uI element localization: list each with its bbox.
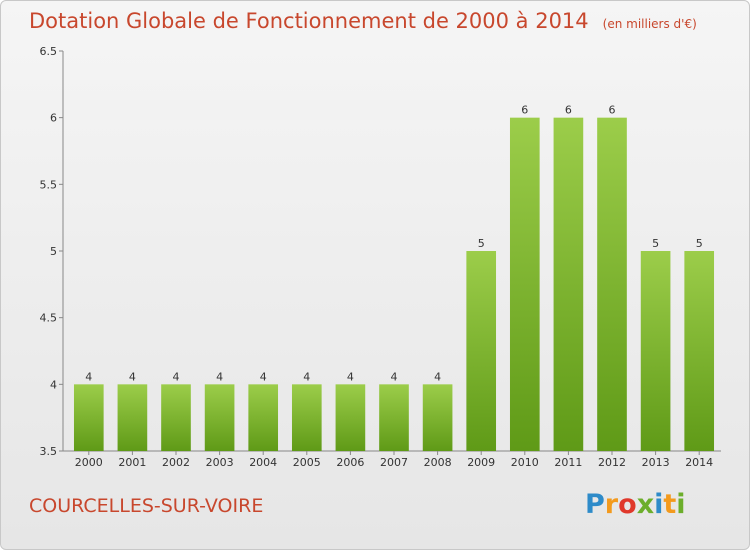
bar [379, 384, 409, 451]
bar-value-label: 4 [216, 370, 223, 383]
proxiti-logo[interactable]: Proxiti [585, 489, 686, 520]
x-tick-label: 2005 [293, 456, 321, 469]
x-tick-label: 2000 [75, 456, 103, 469]
x-tick-label: 2008 [424, 456, 452, 469]
commune-name: COURCELLES-SUR-VOIRE [29, 495, 264, 517]
logo-letter: i [654, 489, 664, 520]
logo-letter: o [618, 489, 637, 520]
x-tick-label: 2003 [206, 456, 234, 469]
y-tick-label: 4 [50, 378, 57, 391]
y-tick-label: 6 [50, 112, 57, 125]
bar [422, 384, 453, 451]
bar [117, 384, 148, 451]
logo-letter: t [663, 489, 677, 520]
logo-letter: P [585, 489, 605, 520]
bar [335, 384, 366, 451]
x-tick-label: 2007 [380, 456, 408, 469]
chart-bars: 4 4 4 4 4 4 4 4 4 5 6 6 6 5 5 [73, 104, 715, 452]
bar [509, 117, 540, 452]
bar [291, 384, 322, 451]
bar-value-label: 4 [173, 370, 180, 383]
bar-value-label: 4 [434, 370, 441, 383]
y-tick-label: 6.5 [40, 45, 58, 58]
chart-title: Dotation Globale de Fonctionnement de 20… [29, 9, 697, 33]
bar [161, 384, 191, 451]
bar-value-label: 6 [609, 104, 616, 117]
y-tick-label: 5 [50, 245, 57, 258]
x-tick-label: 2010 [511, 456, 539, 469]
x-tick-label: 2013 [642, 456, 670, 469]
y-tick-label: 3.5 [40, 445, 58, 458]
bar-value-label: 6 [521, 104, 528, 117]
y-tick-label: 4.5 [40, 312, 58, 325]
bar [640, 251, 671, 451]
bar [553, 117, 584, 452]
bar-value-label: 4 [303, 370, 310, 383]
chart-axes: 3.5 4 4.5 5 5.5 6 6.5 2000 2001 2002 2003 2004 2005 2… [40, 45, 721, 469]
y-tick-label: 5.5 [40, 178, 58, 191]
bar-value-label: 5 [652, 237, 659, 250]
logo-letter: x [636, 489, 655, 520]
bar-value-label: 4 [347, 370, 354, 383]
bar-value-label: 5 [478, 237, 485, 250]
bar [248, 384, 279, 451]
bar [684, 251, 715, 451]
bar [204, 384, 235, 451]
bar [73, 384, 104, 451]
x-tick-label: 2001 [118, 456, 146, 469]
bar-value-label: 4 [129, 370, 136, 383]
bar-value-label: 5 [696, 237, 703, 250]
x-tick-label: 2002 [162, 456, 190, 469]
x-tick-label: 2004 [249, 456, 277, 469]
x-tick-label: 2011 [554, 456, 582, 469]
logo-letter: r [604, 489, 619, 520]
bar-value-label: 4 [391, 370, 398, 383]
bar-value-label: 4 [260, 370, 267, 383]
x-tick-label: 2012 [598, 456, 626, 469]
bar-value-label: 6 [565, 104, 572, 117]
bar-value-label: 4 [85, 370, 92, 383]
bar [466, 251, 497, 451]
bar [597, 117, 627, 452]
chart-title-text: Dotation Globale de Fonctionnement de 20… [29, 9, 589, 33]
x-tick-label: 2006 [336, 456, 364, 469]
x-tick-label: 2014 [685, 456, 713, 469]
logo-letter: i [676, 489, 686, 520]
x-tick-label: 2009 [467, 456, 495, 469]
unit-note: (en milliers d'€) [602, 17, 697, 31]
